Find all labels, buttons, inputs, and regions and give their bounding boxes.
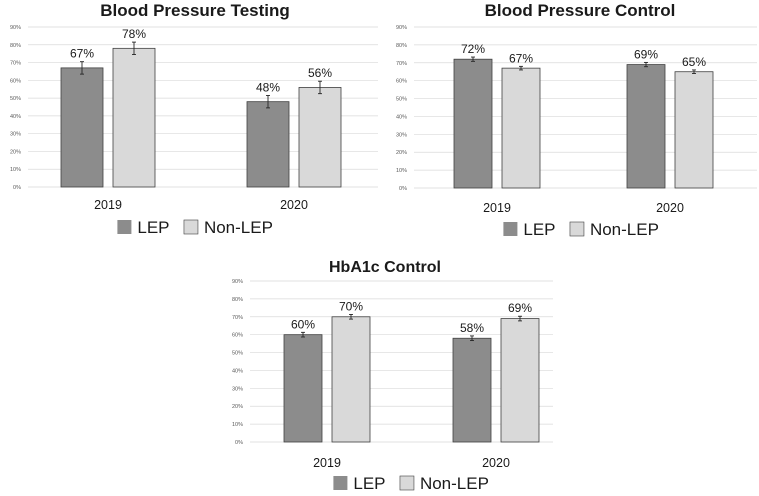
- legend-swatch-lep: [117, 220, 132, 234]
- data-label: 65%: [682, 55, 706, 69]
- y-tick-label: 70%: [232, 315, 243, 321]
- data-label: 70%: [339, 299, 363, 313]
- x-tick-label: 2020: [656, 201, 684, 215]
- data-label: 69%: [508, 301, 532, 315]
- legend-label-lep: LEP: [523, 220, 555, 239]
- legend-label-non-lep: Non-LEP: [204, 218, 273, 237]
- legend-swatch-non-lep: [399, 475, 415, 491]
- y-tick-label: 90%: [396, 25, 407, 31]
- chart-panel-3: HbA1c Control 0% 10% 20% 30% 40% 50% 60% 70% 80% 9…: [232, 259, 553, 493]
- x-tick-label: 2020: [482, 456, 510, 470]
- chart-title: Blood Pressure Testing: [100, 1, 290, 20]
- y-tick-label: 50%: [232, 351, 243, 357]
- x-tick-label: 2019: [94, 198, 122, 212]
- y-tick-label: 70%: [396, 61, 407, 67]
- x-tick-label: 2020: [280, 198, 308, 212]
- y-tick-label: 20%: [232, 404, 243, 410]
- y-tick-label: 0%: [399, 186, 407, 192]
- chart-panel-1: Blood Pressure Testing 0% 10% 20% 30% 40% 50% 6…: [10, 1, 378, 237]
- data-label: 58%: [460, 321, 484, 335]
- y-tick-label: 60%: [396, 79, 407, 85]
- legend-label-non-lep: Non-LEP: [590, 220, 659, 239]
- y-tick-label: 50%: [396, 97, 407, 103]
- bar-lep-2020: [452, 337, 492, 443]
- y-tick-label: 60%: [232, 333, 243, 339]
- y-tick-label: 50%: [10, 96, 21, 102]
- chart-panel-2: Blood Pressure Control 0% 10% 20% 30% 40% 50% 6…: [396, 1, 757, 239]
- y-tick-label: 80%: [10, 43, 21, 49]
- bar-non-lep-2019: [501, 67, 541, 189]
- bar-non-lep-2019: [331, 316, 371, 443]
- bar-non-lep-2020: [674, 71, 714, 189]
- y-tick-label: 30%: [396, 132, 407, 138]
- legend-swatch-non-lep: [569, 221, 585, 237]
- y-tick-label: 20%: [396, 150, 407, 156]
- bar-non-lep-2020: [298, 87, 342, 188]
- data-label: 60%: [291, 317, 315, 331]
- data-label: 67%: [70, 47, 94, 61]
- legend-label-lep: LEP: [353, 474, 385, 493]
- legend: LEP Non-LEP: [503, 220, 659, 239]
- chart-title: HbA1c Control: [329, 259, 441, 276]
- y-tick-label: 90%: [232, 279, 243, 285]
- legend: LEP Non-LEP: [333, 474, 489, 493]
- chart-title: Blood Pressure Control: [485, 1, 676, 20]
- y-tick-label: 10%: [396, 168, 407, 174]
- y-tick-label: 0%: [13, 185, 21, 191]
- y-tick-label: 40%: [396, 114, 407, 120]
- y-tick-label: 10%: [10, 167, 21, 173]
- y-tick-label: 30%: [232, 386, 243, 392]
- y-tick-label: 40%: [232, 368, 243, 374]
- legend-label-non-lep: Non-LEP: [420, 474, 489, 493]
- bar-lep-2020: [626, 64, 666, 189]
- y-tick-label: 80%: [396, 43, 407, 49]
- x-tick-label: 2019: [313, 456, 341, 470]
- bar-non-lep-2020: [500, 318, 540, 443]
- data-label: 72%: [461, 42, 485, 56]
- x-tick-label: 2019: [483, 201, 511, 215]
- bar-lep-2019: [453, 58, 493, 189]
- data-label: 48%: [256, 80, 280, 94]
- bar-lep-2020: [246, 101, 290, 188]
- bar-lep-2019: [60, 67, 104, 188]
- data-label: 56%: [308, 66, 332, 80]
- data-label: 78%: [122, 27, 146, 41]
- legend-swatch-non-lep: [183, 219, 199, 235]
- bar-lep-2019: [283, 334, 323, 443]
- y-tick-label: 20%: [10, 149, 21, 155]
- legend-swatch-lep: [503, 222, 518, 236]
- y-tick-label: 80%: [232, 297, 243, 303]
- data-label: 69%: [634, 47, 658, 61]
- bar-non-lep-2019: [112, 47, 156, 188]
- y-tick-label: 30%: [10, 132, 21, 138]
- legend-swatch-lep: [333, 476, 348, 490]
- legend-label-lep: LEP: [137, 218, 169, 237]
- y-tick-label: 90%: [10, 25, 21, 31]
- data-label: 67%: [509, 51, 533, 65]
- y-tick-label: 70%: [10, 61, 21, 67]
- y-tick-label: 40%: [10, 114, 21, 120]
- legend: LEP Non-LEP: [117, 218, 273, 237]
- y-tick-label: 60%: [10, 78, 21, 84]
- y-tick-label: 0%: [235, 440, 243, 446]
- y-tick-label: 10%: [232, 422, 243, 428]
